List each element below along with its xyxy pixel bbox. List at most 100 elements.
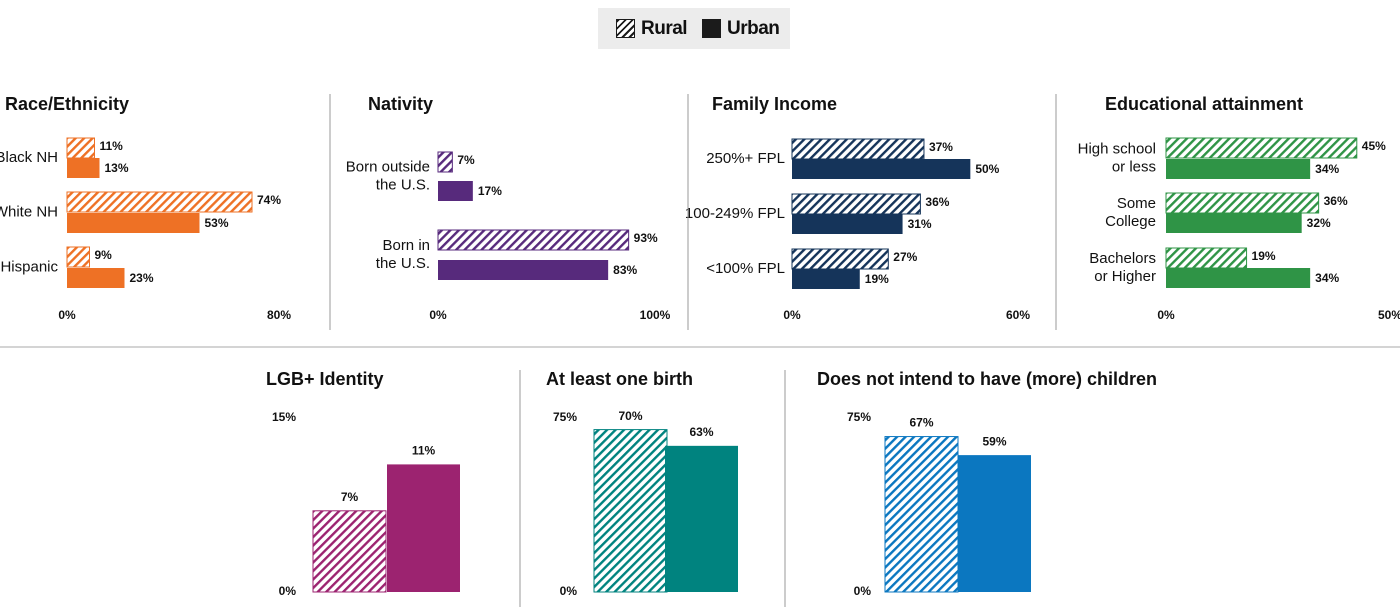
- data-label-rural: 45%: [1362, 139, 1386, 153]
- tick-label: 15%: [272, 410, 296, 424]
- chart-title: Educational attainment: [1105, 94, 1303, 114]
- bar-rural: [884, 436, 959, 593]
- data-label-rural: 36%: [1324, 194, 1348, 208]
- chart-educational-attainment: Educational attainment High school or less…: [1078, 94, 1400, 322]
- data-label-urban: 17%: [478, 184, 502, 198]
- data-label-urban: 59%: [982, 434, 1006, 448]
- bar-urban: [1166, 159, 1311, 179]
- data-label-urban: 32%: [1307, 216, 1331, 230]
- tick-label: 50%: [1378, 308, 1400, 322]
- category-label: Bachelors or Higher: [1089, 250, 1156, 285]
- bar-urban: [792, 214, 903, 234]
- data-label-rural: 93%: [634, 231, 658, 245]
- bar-rural: [791, 193, 921, 215]
- category-label: Some College: [1105, 195, 1156, 230]
- legend-item-urban: Urban: [702, 8, 780, 49]
- chart-does-not-intend-to-have-more-children: Does not intend to have (more) children 6…: [817, 369, 1157, 598]
- bar-rural: [1165, 247, 1248, 269]
- category-label: 100-249% FPL: [685, 205, 785, 222]
- legend-label-rural: Rural: [641, 17, 688, 39]
- bar-rural: [791, 248, 889, 270]
- data-label-rural: 37%: [929, 140, 953, 154]
- data-label-urban: 50%: [975, 162, 999, 176]
- category-label: White NH: [0, 203, 58, 220]
- tick-label: 100%: [640, 308, 671, 322]
- bar-urban: [665, 445, 738, 592]
- data-label-urban: 11%: [412, 444, 436, 458]
- bar-rural: [437, 151, 453, 173]
- data-label-urban: 19%: [865, 272, 889, 286]
- data-label-rural: 27%: [893, 250, 917, 264]
- bar-urban: [792, 269, 860, 289]
- legend: Rural Urban: [598, 8, 790, 49]
- data-label-rural: 74%: [257, 193, 281, 207]
- bar-rural: [593, 429, 668, 593]
- legend-label-urban: Urban: [727, 17, 780, 39]
- category-label: Born outside the U.S.: [346, 158, 430, 193]
- chart-nativity: Nativity Born outside the U.S. 7% 17% Born in…: [346, 94, 671, 322]
- chart-title: At least one birth: [546, 369, 693, 389]
- bar-urban: [387, 464, 460, 592]
- tick-label: 0%: [58, 308, 76, 322]
- chart-race-ethnicity: Race/Ethnicity Black NH 11% 13% White NH 74% 5…: [0, 94, 291, 322]
- data-label-rural: 9%: [95, 248, 113, 262]
- tick-label: 0%: [429, 308, 447, 322]
- data-label-urban: 23%: [130, 271, 154, 285]
- chart-title: Race/Ethnicity: [5, 94, 129, 114]
- tick-label: 60%: [1006, 308, 1030, 322]
- chart-title: Nativity: [368, 94, 433, 114]
- bar-rural: [66, 246, 90, 268]
- data-label-rural: 67%: [909, 416, 933, 430]
- data-label-rural: 70%: [618, 409, 642, 423]
- bar-urban: [958, 455, 1031, 592]
- bar-urban: [1166, 213, 1302, 233]
- category-label: 250%+ FPL: [706, 150, 785, 167]
- hatched-swatch-icon: [616, 19, 635, 38]
- tick-label: 0%: [1157, 308, 1175, 322]
- category-label: High school or less: [1078, 140, 1156, 175]
- tick-label: 0%: [279, 584, 297, 598]
- bar-rural: [437, 229, 630, 251]
- category-label: Hispanic: [0, 258, 58, 275]
- chart-title: LGB+ Identity: [266, 369, 384, 389]
- tick-label: 75%: [553, 410, 577, 424]
- tick-label: 0%: [854, 584, 872, 598]
- bar-urban: [67, 213, 200, 233]
- category-label: Born in the U.S.: [376, 237, 430, 272]
- bar-rural: [66, 137, 95, 159]
- bar-rural: [1165, 192, 1320, 214]
- chart-family-income: Family Income 250%+ FPL 37% 50% 100-249% FPL…: [685, 94, 1030, 322]
- bar-urban: [1166, 268, 1311, 288]
- bar-rural: [1165, 137, 1358, 159]
- tick-label: 80%: [267, 308, 291, 322]
- data-label-urban: 34%: [1315, 162, 1339, 176]
- chart-title: Does not intend to have (more) children: [817, 369, 1157, 389]
- tick-label: 0%: [783, 308, 801, 322]
- chart-at-least-one-birth: At least one birth 70% 63% 75% 0%: [546, 369, 738, 598]
- category-label: <100% FPL: [706, 260, 785, 277]
- data-label-rural: 7%: [341, 490, 359, 504]
- data-label-urban: 63%: [689, 425, 713, 439]
- data-label-rural: 11%: [100, 139, 124, 153]
- data-label-urban: 34%: [1315, 271, 1339, 285]
- data-label-urban: 31%: [908, 217, 932, 231]
- solid-swatch-icon: [702, 19, 721, 38]
- bar-rural: [66, 191, 253, 213]
- bar-urban: [438, 260, 609, 280]
- tick-label: 0%: [560, 584, 578, 598]
- data-label-rural: 19%: [1252, 249, 1276, 263]
- chart-lgb-identity: LGB+ Identity 7% 11% 15% 0%: [266, 369, 460, 598]
- data-label-rural: 36%: [925, 195, 949, 209]
- bar-urban: [67, 268, 125, 288]
- data-label-urban: 83%: [613, 263, 637, 277]
- tick-label: 75%: [847, 410, 871, 424]
- bar-urban: [67, 158, 100, 178]
- data-label-urban: 13%: [105, 161, 129, 175]
- bar-urban: [438, 181, 473, 201]
- bar-rural: [791, 138, 925, 160]
- legend-item-rural: Rural: [616, 8, 688, 49]
- chart-title: Family Income: [712, 94, 837, 114]
- bar-rural: [312, 510, 387, 593]
